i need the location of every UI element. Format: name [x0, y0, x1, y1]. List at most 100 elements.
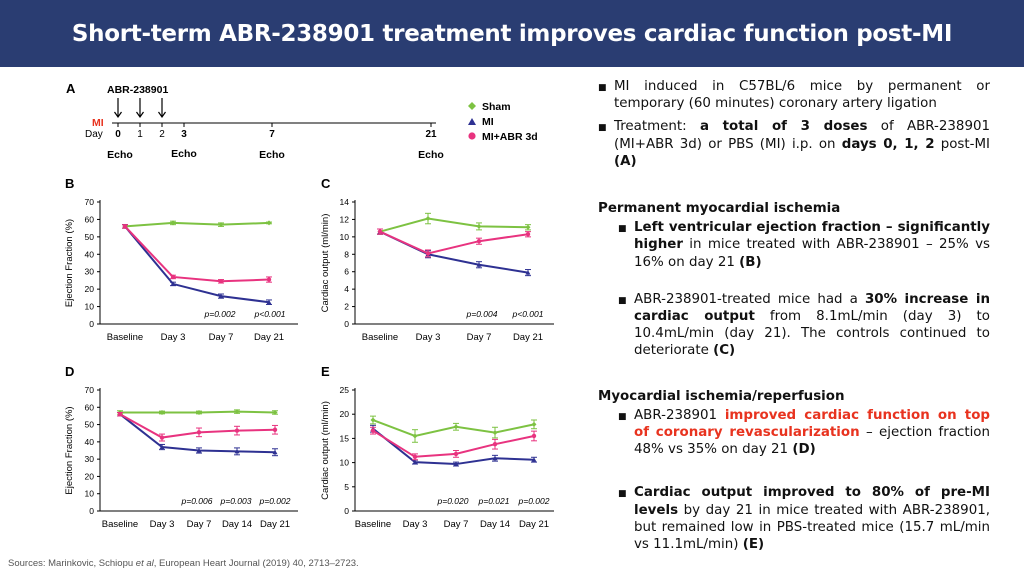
data-point — [266, 299, 272, 305]
x-tick-label: Day 21 — [513, 332, 543, 343]
x-tick-label: Day 21 — [260, 519, 290, 530]
data-point — [531, 457, 537, 462]
figure-svg: A ABR-238901 MI Day 0 1 2 3 7 — [64, 81, 554, 530]
series-line — [124, 225, 270, 283]
timeline-mi-label: MI — [92, 117, 104, 129]
y-tick-label: 10 — [85, 302, 95, 312]
data-point — [266, 220, 272, 226]
echo-label-1: Echo — [107, 149, 133, 161]
y-tick-label: 20 — [340, 409, 350, 419]
data-point — [234, 428, 240, 433]
y-tick-label: 20 — [85, 284, 95, 294]
x-tick-label: Day 14 — [222, 519, 252, 530]
data-point — [272, 409, 278, 415]
y-axis-label: Cardiac output (ml/min) — [320, 401, 331, 500]
bullet-reperfusion-co: ■ Cardiac output improved to 80% of pre-… — [618, 484, 990, 553]
x-tick-label: Baseline — [107, 332, 143, 343]
data-point — [525, 224, 531, 230]
y-tick-label: 2 — [344, 302, 349, 312]
x-tick-label: Day 7 — [444, 519, 469, 530]
data-point — [370, 417, 376, 423]
echo-label-4: Echo — [418, 149, 444, 161]
legend: Sham MI MI+ABR 3d — [468, 101, 538, 143]
data-point — [266, 277, 272, 282]
bullet-treatment-text: Treatment: a total of 3 doses of ABR-238… — [614, 119, 991, 169]
x-tick-label: Day 7 — [187, 519, 212, 530]
x-tick-label: Baseline — [362, 332, 398, 343]
bullet-lvef-text: Left ventricular ejection fraction – sig… — [634, 220, 990, 270]
data-point — [531, 433, 537, 439]
x-tick-label: Day 3 — [403, 519, 428, 530]
x-tick-label: Day 21 — [519, 519, 549, 530]
timeline-day-0: 0 — [115, 129, 121, 140]
y-tick-label: 50 — [85, 420, 95, 430]
legend-sham-label: Sham — [482, 101, 511, 113]
y-tick-label: 60 — [85, 402, 95, 412]
p-value-label: p=0.002 — [259, 496, 291, 506]
data-point — [234, 409, 240, 415]
timeline-day-label: Day — [85, 129, 103, 140]
bullet-lvef: ■ Left ventricular ejection fraction – s… — [618, 219, 990, 271]
data-point — [377, 229, 383, 234]
bullet-square-icon: ■ — [598, 83, 607, 93]
series-line — [379, 230, 529, 255]
data-point — [425, 216, 431, 222]
data-point — [412, 433, 418, 439]
series-line — [372, 419, 535, 438]
panel-label-a: A — [66, 81, 76, 96]
y-axis-label: Ejection Fraction (%) — [64, 219, 75, 307]
data-point — [525, 270, 531, 275]
bullet-reperfusion-ef: ■ ABR-238901 improved cardiac function o… — [618, 407, 990, 459]
legend-abr-label: MI+ABR 3d — [482, 131, 538, 143]
timeline-drug-label: ABR-238901 — [107, 84, 168, 96]
data-point — [117, 412, 123, 417]
x-tick-label: Baseline — [355, 519, 391, 530]
series-line — [119, 413, 276, 439]
y-tick-label: 5 — [344, 482, 349, 492]
y-tick-label: 15 — [340, 433, 350, 443]
y-tick-label: 70 — [85, 197, 95, 207]
dose-arrowhead-day0 — [114, 111, 122, 119]
data-point — [525, 232, 531, 237]
data-point — [531, 421, 537, 427]
timeline-panel: A ABR-238901 MI Day 0 1 2 3 7 — [66, 81, 444, 161]
data-point — [412, 459, 418, 465]
y-tick-label: 25 — [340, 385, 350, 395]
panel-label: B — [65, 176, 74, 191]
legend-mi-label: MI — [482, 116, 494, 128]
x-tick-label: Day 3 — [150, 519, 175, 530]
y-tick-label: 0 — [344, 319, 349, 329]
data-point — [196, 409, 202, 415]
data-point — [492, 430, 498, 436]
timeline-day-21: 21 — [425, 129, 437, 140]
section-permanent-heading: Permanent myocardial ischemia — [598, 201, 841, 217]
y-tick-label: 30 — [85, 454, 95, 464]
chart-panel-c: C 0 2 4 6 8 10 12 14 Cardiac output (ml/min) Basel… — [320, 176, 554, 343]
chart-panel-d: D 0 10 20 30 40 50 60 70 Ejection Fraction (%) Bas… — [64, 364, 298, 530]
data-point — [170, 281, 176, 286]
p-value-label: p=0.002 — [518, 496, 550, 506]
data-point — [272, 427, 278, 432]
bullet-square-icon: ■ — [618, 295, 627, 306]
chart-panel-e: E 0 5 10 15 20 25 Cardiac output (ml/min) Baseli… — [320, 364, 554, 530]
y-tick-label: 0 — [89, 319, 94, 329]
series-line — [379, 217, 529, 233]
x-tick-label: Day 21 — [254, 332, 284, 343]
bullet-square-icon: ■ — [618, 224, 627, 235]
data-point — [425, 251, 431, 256]
legend-mi-marker — [468, 118, 476, 125]
y-tick-label: 10 — [340, 232, 350, 242]
data-point — [170, 220, 176, 226]
data-point — [170, 274, 176, 280]
data-point — [492, 455, 498, 461]
y-tick-label: 30 — [85, 267, 95, 277]
y-tick-label: 4 — [344, 284, 349, 294]
p-value-label: p=0.004 — [466, 309, 498, 319]
y-tick-label: 50 — [85, 232, 95, 242]
slide-title: Short-term ABR-238901 treatment improves… — [71, 20, 953, 47]
timeline-day-3: 3 — [181, 129, 187, 140]
data-point — [196, 448, 202, 453]
data-point — [159, 444, 165, 450]
figure-area: A ABR-238901 MI Day 0 1 2 3 7 — [0, 67, 590, 576]
bullet-treatment: ■ Treatment: a total of 3 doses of ABR-2… — [598, 118, 990, 170]
